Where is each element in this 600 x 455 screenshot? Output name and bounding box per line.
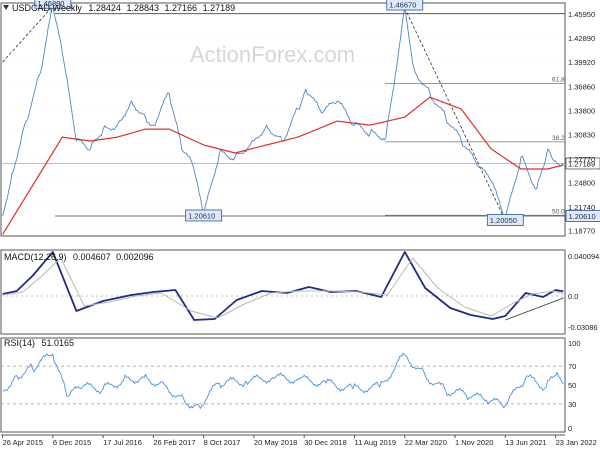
y-tick-label: 0.040094	[568, 252, 599, 261]
y-tick-label: 30	[568, 400, 576, 409]
watermark: ActionForex.com	[190, 42, 355, 67]
macd-signal-value: 0.002096	[116, 252, 154, 262]
svg-text:RSI(14) 51.0165: RSI(14) 51.0165	[4, 338, 74, 348]
x-tick-label: 20 May 2018	[254, 438, 297, 447]
price-label-text: 1.20610	[569, 212, 596, 221]
rsi-header: RSI(14) 51.0165	[4, 338, 74, 348]
x-tick-label: 22 Mar 2020	[405, 438, 447, 447]
y-tick-label: 1.21740	[568, 203, 595, 212]
y-tick-label: 1.39920	[568, 58, 595, 67]
high-value: 1.28843	[126, 3, 159, 13]
y-tick-label: 1.27770	[568, 155, 595, 164]
signal-line	[2, 257, 564, 319]
dashed-trend-line	[404, 7, 506, 221]
macd-label: MACD(12,26,9)	[4, 252, 67, 262]
x-tick-label: 8 Oct 2017	[204, 438, 241, 447]
price-label-box	[565, 210, 600, 222]
panel-frame-0	[0, 2, 566, 237]
y-tick-label: 1.42890	[568, 34, 595, 43]
x-tick-label: 23 Jan 2022	[556, 438, 597, 447]
price-label-box	[185, 209, 223, 222]
grid-lines	[1, 13, 565, 405]
current-price-text: 1.27189	[568, 159, 595, 168]
svg-text:MACD(12,26,9) 0.004607: MACD(12,26,9) 0.004607 0.002096	[4, 252, 154, 262]
macd-trend-line	[505, 297, 564, 321]
price-label-box	[486, 214, 524, 226]
dashed-trend-line	[2, 6, 54, 63]
y-tick-label: 1.24800	[568, 179, 595, 188]
current-price-tag	[565, 157, 600, 170]
macd-line	[2, 251, 564, 321]
price-label-text: 1.46890	[37, 0, 64, 8]
collapse-triangle-icon[interactable]	[3, 5, 9, 10]
x-tick-label: 26 Apr 2015	[3, 438, 43, 447]
price-label-box	[34, 0, 72, 9]
symbol-label: USDCAD,Weekly	[12, 3, 82, 13]
panel-frame-2	[0, 337, 566, 433]
y-tick-label: 70	[568, 362, 576, 371]
x-tick-label: 17 Jul 2016	[103, 438, 142, 447]
fib-level-label: 50.0	[552, 208, 565, 215]
rsi-value: 51.0165	[42, 338, 75, 348]
price-labels: 1.46890 1.46670 1.20610 1.20050 1.20610 1.271…	[34, 0, 600, 226]
fib-levels: 61.8 38.2 50.0	[1, 6, 565, 221]
y-tick-label: 1.33800	[568, 107, 595, 116]
x-tick-label: 6 Dec 2015	[53, 438, 91, 447]
fib-level-label: 38.2	[552, 135, 565, 142]
series-lines	[2, 5, 564, 409]
macd-value: 0.004607	[73, 252, 111, 262]
close-value: 1.27189	[203, 3, 236, 13]
price-label-text: 1.20610	[188, 211, 215, 220]
y-tick-label: 1.36860	[568, 82, 595, 91]
y-tick-label: 1.30830	[568, 130, 595, 139]
y-tick-label: 100	[568, 339, 581, 348]
y-tick-label: -0.03086	[568, 323, 598, 332]
open-value: 1.28424	[88, 3, 121, 13]
rsi-line	[2, 352, 564, 409]
y-tick-label: 0	[568, 424, 572, 433]
moving-average-line	[2, 96, 564, 235]
macd-header: MACD(12,26,9) 0.004607 0.002096	[4, 252, 154, 262]
x-tick-label: 13 Jun 2021	[505, 438, 546, 447]
price-label-text: 1.20050	[490, 216, 517, 225]
price-label-text: 1.46670	[389, 1, 416, 10]
y-tick-label: 0.0	[568, 292, 578, 301]
axis-labels: 1.45950 1.42890 1.39920 1.36860 1.33800 1.308…	[2, 10, 599, 447]
x-tick-label: 1 Nov 2020	[455, 438, 493, 447]
low-value: 1.27166	[165, 3, 198, 13]
y-tick-label: 1.18770	[568, 227, 595, 236]
price-label-box	[386, 0, 424, 11]
x-tick-label: 11 Aug 2019	[354, 438, 396, 447]
fib-level-label: 61.8	[552, 77, 565, 84]
svg-text:USDCAD,Weekly 1.28424: USDCAD,Weekly 1.28424 1.28843 1.27166 1.…	[12, 3, 235, 13]
panel-frames	[0, 2, 566, 436]
price-header: USDCAD,Weekly 1.28424 1.28843 1.27166 1.…	[3, 3, 235, 13]
x-tick-label: 26 Feb 2017	[153, 438, 195, 447]
rsi-label: RSI(14)	[4, 338, 35, 348]
x-tick-label: 30 Dec 2018	[304, 438, 347, 447]
y-tick-label: 1.45950	[568, 10, 595, 19]
y-tick-label: 50	[568, 381, 576, 390]
